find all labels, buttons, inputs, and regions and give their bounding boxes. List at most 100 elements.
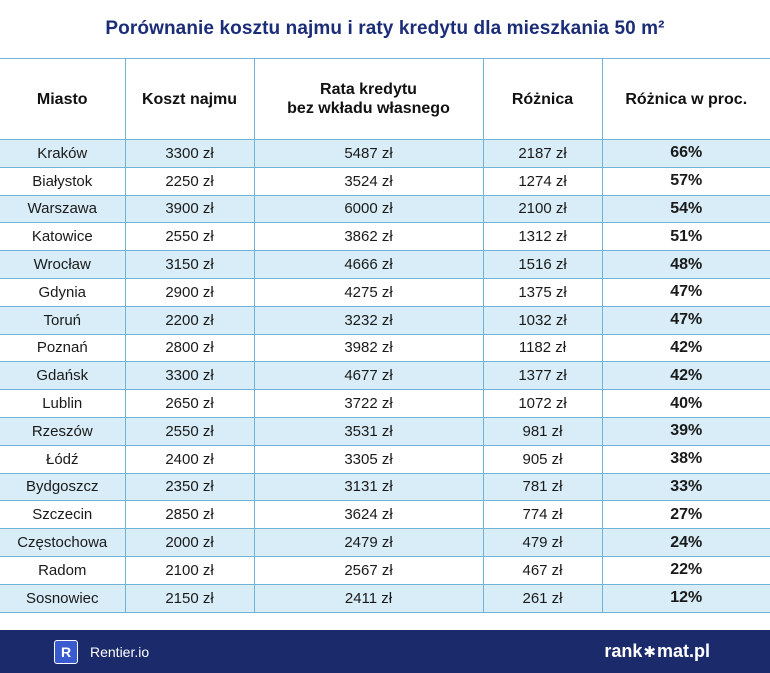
rent-cell: 3150 zł: [125, 250, 255, 279]
table-row: Rzeszów 2550 zł 3531 zł 981 zł 39%: [0, 417, 770, 446]
table-row: Bydgoszcz 2350 zł 3131 zł 781 zł 33%: [0, 473, 770, 502]
footer-bar: R Rentier.io rank ✱ mat.pl: [0, 630, 770, 673]
difference-cell: 981 zł: [483, 417, 603, 446]
rent-cell: 2350 zł: [125, 473, 255, 502]
difference-cell: 1377 zł: [483, 361, 603, 391]
loan-cell: 3862 zł: [254, 222, 484, 252]
rent-cell: 2000 zł: [125, 528, 255, 557]
table-body: Kraków 3300 zł 5487 zł 2187 zł 66% Białystok 2…: [0, 139, 770, 613]
city-cell: Rzeszów: [0, 417, 126, 446]
difference-cell: 905 zł: [483, 445, 603, 474]
percent-cell: 47%: [602, 306, 770, 335]
table-row: Łódź 2400 zł 3305 zł 905 zł 38%: [0, 445, 770, 474]
difference-cell: 467 zł: [483, 556, 603, 585]
table-row: Katowice 2550 zł 3862 zł 1312 zł 51%: [0, 222, 770, 252]
loan-cell: 2567 zł: [254, 556, 484, 585]
percent-cell: 12%: [602, 584, 770, 613]
city-cell: Sosnowiec: [0, 584, 126, 613]
difference-cell: 2187 zł: [483, 139, 603, 168]
loan-cell: 3531 zł: [254, 417, 484, 446]
table-row: Szczecin 2850 zł 3624 zł 774 zł 27%: [0, 500, 770, 530]
percent-cell: 42%: [602, 361, 770, 391]
city-cell: Warszawa: [0, 195, 126, 224]
city-cell: Łódź: [0, 445, 126, 474]
loan-cell: 2411 zł: [254, 584, 484, 613]
percent-cell: 40%: [602, 389, 770, 418]
city-cell: Toruń: [0, 306, 126, 335]
difference-cell: 479 zł: [483, 528, 603, 557]
city-cell: Szczecin: [0, 500, 126, 530]
header-loan-line2: bez wkładu własnego: [287, 100, 450, 117]
difference-cell: 781 zł: [483, 473, 603, 502]
difference-cell: 261 zł: [483, 584, 603, 613]
difference-cell: 1375 zł: [483, 278, 603, 307]
loan-cell: 3982 zł: [254, 334, 484, 363]
difference-cell: 1182 zł: [483, 334, 603, 363]
difference-cell: 1312 zł: [483, 222, 603, 252]
rent-cell: 2400 zł: [125, 445, 255, 474]
percent-cell: 66%: [602, 139, 770, 168]
table-row: Lublin 2650 zł 3722 zł 1072 zł 40%: [0, 389, 770, 418]
difference-cell: 774 zł: [483, 500, 603, 530]
difference-cell: 2100 zł: [483, 195, 603, 224]
rent-cell: 2850 zł: [125, 500, 255, 530]
city-cell: Gdańsk: [0, 361, 126, 391]
percent-cell: 39%: [602, 417, 770, 446]
difference-cell: 1072 zł: [483, 389, 603, 418]
rent-cell: 3900 zł: [125, 195, 255, 224]
page-title: Porównanie kosztu najmu i raty kredytu d…: [105, 17, 665, 39]
percent-cell: 54%: [602, 195, 770, 224]
rentier-label: Rentier.io: [90, 643, 150, 660]
header-difference: Różnica: [483, 58, 603, 140]
percent-cell: 48%: [602, 250, 770, 279]
percent-cell: 51%: [602, 222, 770, 252]
rent-cell: 2550 zł: [125, 222, 255, 252]
rent-cell: 2800 zł: [125, 334, 255, 363]
loan-cell: 6000 zł: [254, 195, 484, 224]
header-loan-installment: Rata kredytu bez wkładu własnego: [254, 58, 484, 140]
table-row: Radom 2100 zł 2567 zł 467 zł 22%: [0, 556, 770, 585]
city-cell: Radom: [0, 556, 126, 585]
city-cell: Częstochowa: [0, 528, 126, 557]
percent-cell: 27%: [602, 500, 770, 530]
rent-cell: 2150 zł: [125, 584, 255, 613]
loan-cell: 4666 zł: [254, 250, 484, 279]
city-cell: Wrocław: [0, 250, 126, 279]
city-cell: Katowice: [0, 222, 126, 252]
rent-cell: 2550 zł: [125, 417, 255, 446]
percent-cell: 24%: [602, 528, 770, 557]
percent-cell: 42%: [602, 334, 770, 363]
loan-cell: 3305 zł: [254, 445, 484, 474]
city-cell: Bydgoszcz: [0, 473, 126, 502]
city-cell: Kraków: [0, 139, 126, 168]
loan-cell: 5487 zł: [254, 139, 484, 168]
table-header-row: Miasto Koszt najmu Rata kredytu bez wkła…: [0, 58, 770, 140]
loan-cell: 4275 zł: [254, 278, 484, 307]
rentier-logo-icon: R: [54, 639, 78, 664]
rankomat-logo: rank ✱ mat.pl: [604, 641, 710, 662]
table-row: Warszawa 3900 zł 6000 zł 2100 zł 54%: [0, 195, 770, 224]
table-row: Częstochowa 2000 zł 2479 zł 479 zł 24%: [0, 528, 770, 557]
rankomat-text-part2: mat.pl: [656, 641, 710, 661]
rent-cell: 2900 zł: [125, 278, 255, 307]
city-cell: Gdynia: [0, 278, 126, 307]
table-row: Sosnowiec 2150 zł 2411 zł 261 zł 12%: [0, 584, 770, 613]
loan-cell: 3624 zł: [254, 500, 484, 530]
city-cell: Lublin: [0, 389, 126, 418]
table-row: Kraków 3300 zł 5487 zł 2187 zł 66%: [0, 139, 770, 168]
city-cell: Poznań: [0, 334, 126, 363]
table-row: Gdańsk 3300 zł 4677 zł 1377 zł 42%: [0, 361, 770, 391]
difference-cell: 1516 zł: [483, 250, 603, 279]
loan-cell: 3722 zł: [254, 389, 484, 418]
rent-cell: 3300 zł: [125, 361, 255, 391]
rent-cell: 2650 zł: [125, 389, 255, 418]
loan-cell: 4677 zł: [254, 361, 484, 391]
rankomat-text-part1: rank: [604, 641, 643, 661]
loan-cell: 3524 zł: [254, 167, 484, 196]
header-difference-percent: Różnica w proc.: [602, 58, 770, 140]
comparison-table: Miasto Koszt najmu Rata kredytu bez wkła…: [0, 58, 770, 613]
loan-cell: 2479 zł: [254, 528, 484, 557]
rentier-brand: R Rentier.io: [54, 639, 150, 664]
percent-cell: 47%: [602, 278, 770, 307]
table-row: Poznań 2800 zł 3982 zł 1182 zł 42%: [0, 334, 770, 363]
